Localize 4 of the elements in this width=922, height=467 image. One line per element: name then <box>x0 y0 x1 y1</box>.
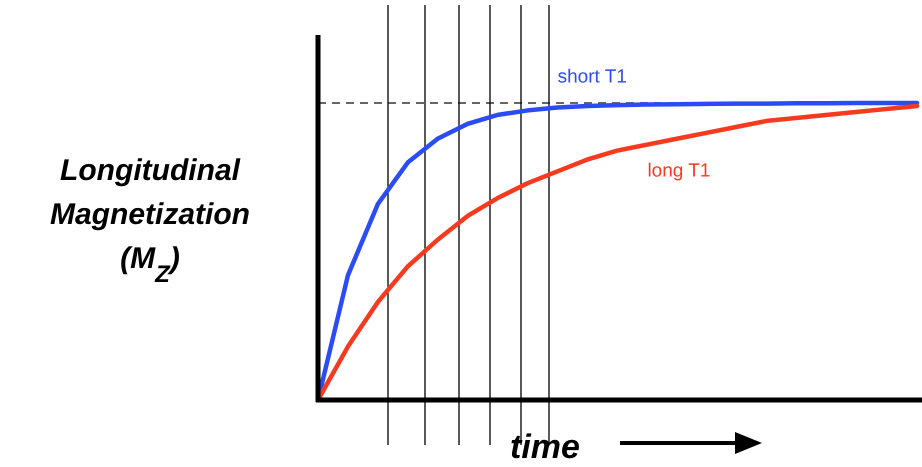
series-label: long T1 <box>647 160 710 182</box>
series-label: short T1 <box>558 66 627 88</box>
x-axis-title: time <box>510 428 580 466</box>
y-axis-title: Longitudinal Magnetization (M$_{Z}$) <box>50 154 250 288</box>
